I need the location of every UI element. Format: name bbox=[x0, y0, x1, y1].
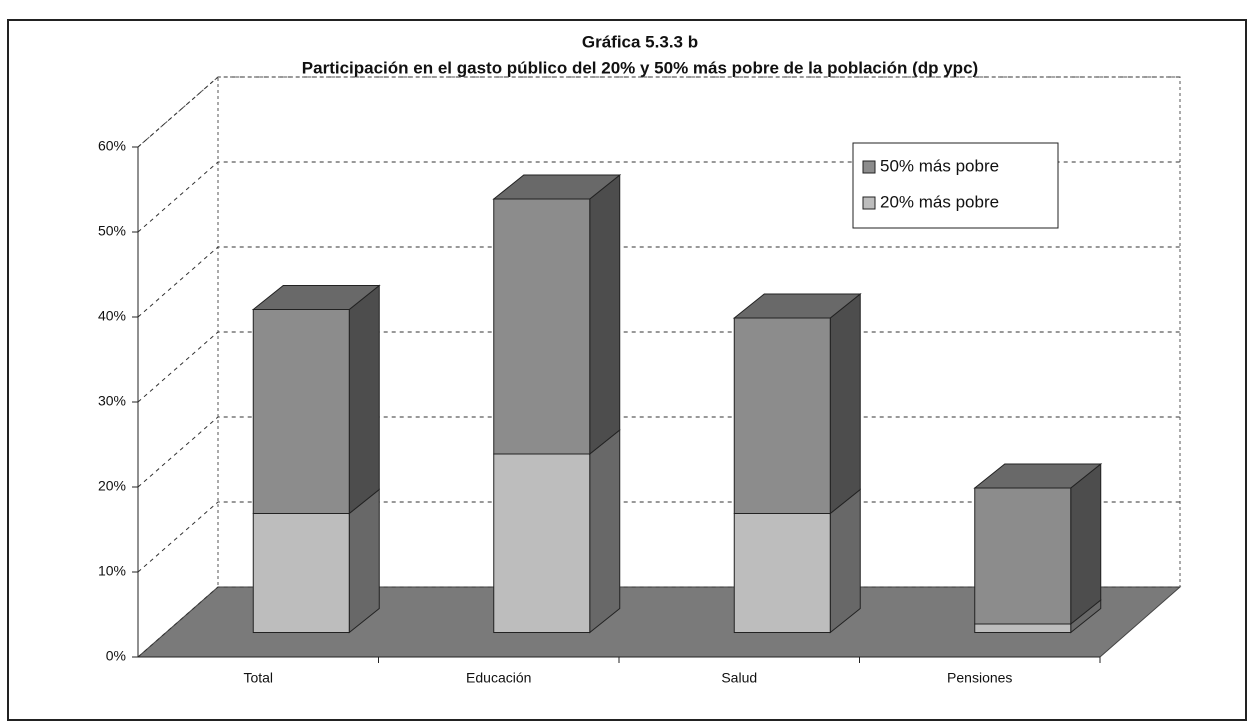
bar-top bbox=[251, 285, 381, 310]
bar-side bbox=[589, 428, 621, 634]
x-tick-label: Salud bbox=[721, 670, 757, 686]
grid-line bbox=[137, 76, 1180, 148]
legend-label: 50% más pobre bbox=[880, 156, 999, 175]
bar-top bbox=[973, 463, 1103, 489]
chart-title: Gráfica 5.3.3 b bbox=[582, 32, 698, 51]
bar-side bbox=[589, 173, 621, 456]
bar-top bbox=[732, 293, 862, 319]
bar-side bbox=[1070, 462, 1102, 626]
y-tick-label: 50% bbox=[98, 223, 126, 239]
bar-front bbox=[252, 309, 350, 514]
bar-front bbox=[974, 623, 1072, 633]
bar-segment bbox=[732, 292, 862, 515]
bar-segment bbox=[733, 488, 861, 634]
bar-segment bbox=[973, 462, 1103, 626]
bar-top bbox=[492, 174, 622, 200]
bar-segment bbox=[251, 284, 381, 515]
bar-front bbox=[493, 198, 591, 455]
bar-front bbox=[974, 487, 1072, 625]
bar-side bbox=[348, 488, 380, 634]
y-tick-label: 10% bbox=[98, 563, 126, 579]
chart-subtitle: Participación en el gasto público del 20… bbox=[302, 58, 978, 77]
bar-front bbox=[733, 317, 831, 514]
x-tick-label: Total bbox=[243, 670, 273, 686]
bar-segment bbox=[252, 488, 380, 634]
bar-front bbox=[493, 453, 591, 633]
bar-side bbox=[829, 292, 861, 515]
bar-segment bbox=[492, 173, 622, 456]
bar-side bbox=[829, 488, 861, 634]
bar-front bbox=[733, 513, 831, 633]
y-tick-label: 0% bbox=[106, 648, 126, 664]
legend-box bbox=[852, 142, 1059, 229]
x-tick-label: Educación bbox=[466, 670, 531, 686]
bar-segment bbox=[493, 428, 621, 634]
legend-swatch bbox=[862, 160, 876, 174]
y-tick-label: 60% bbox=[98, 138, 126, 154]
y-tick-label: 20% bbox=[98, 478, 126, 494]
y-tick-label: 30% bbox=[98, 393, 126, 409]
legend-swatch bbox=[862, 196, 876, 210]
y-tick-label: 40% bbox=[98, 308, 126, 324]
bar-side bbox=[348, 284, 380, 515]
bar-front bbox=[252, 513, 350, 633]
x-tick-label: Pensiones bbox=[947, 670, 1012, 686]
legend-label: 20% más pobre bbox=[880, 192, 999, 211]
grid-line bbox=[137, 246, 1180, 318]
